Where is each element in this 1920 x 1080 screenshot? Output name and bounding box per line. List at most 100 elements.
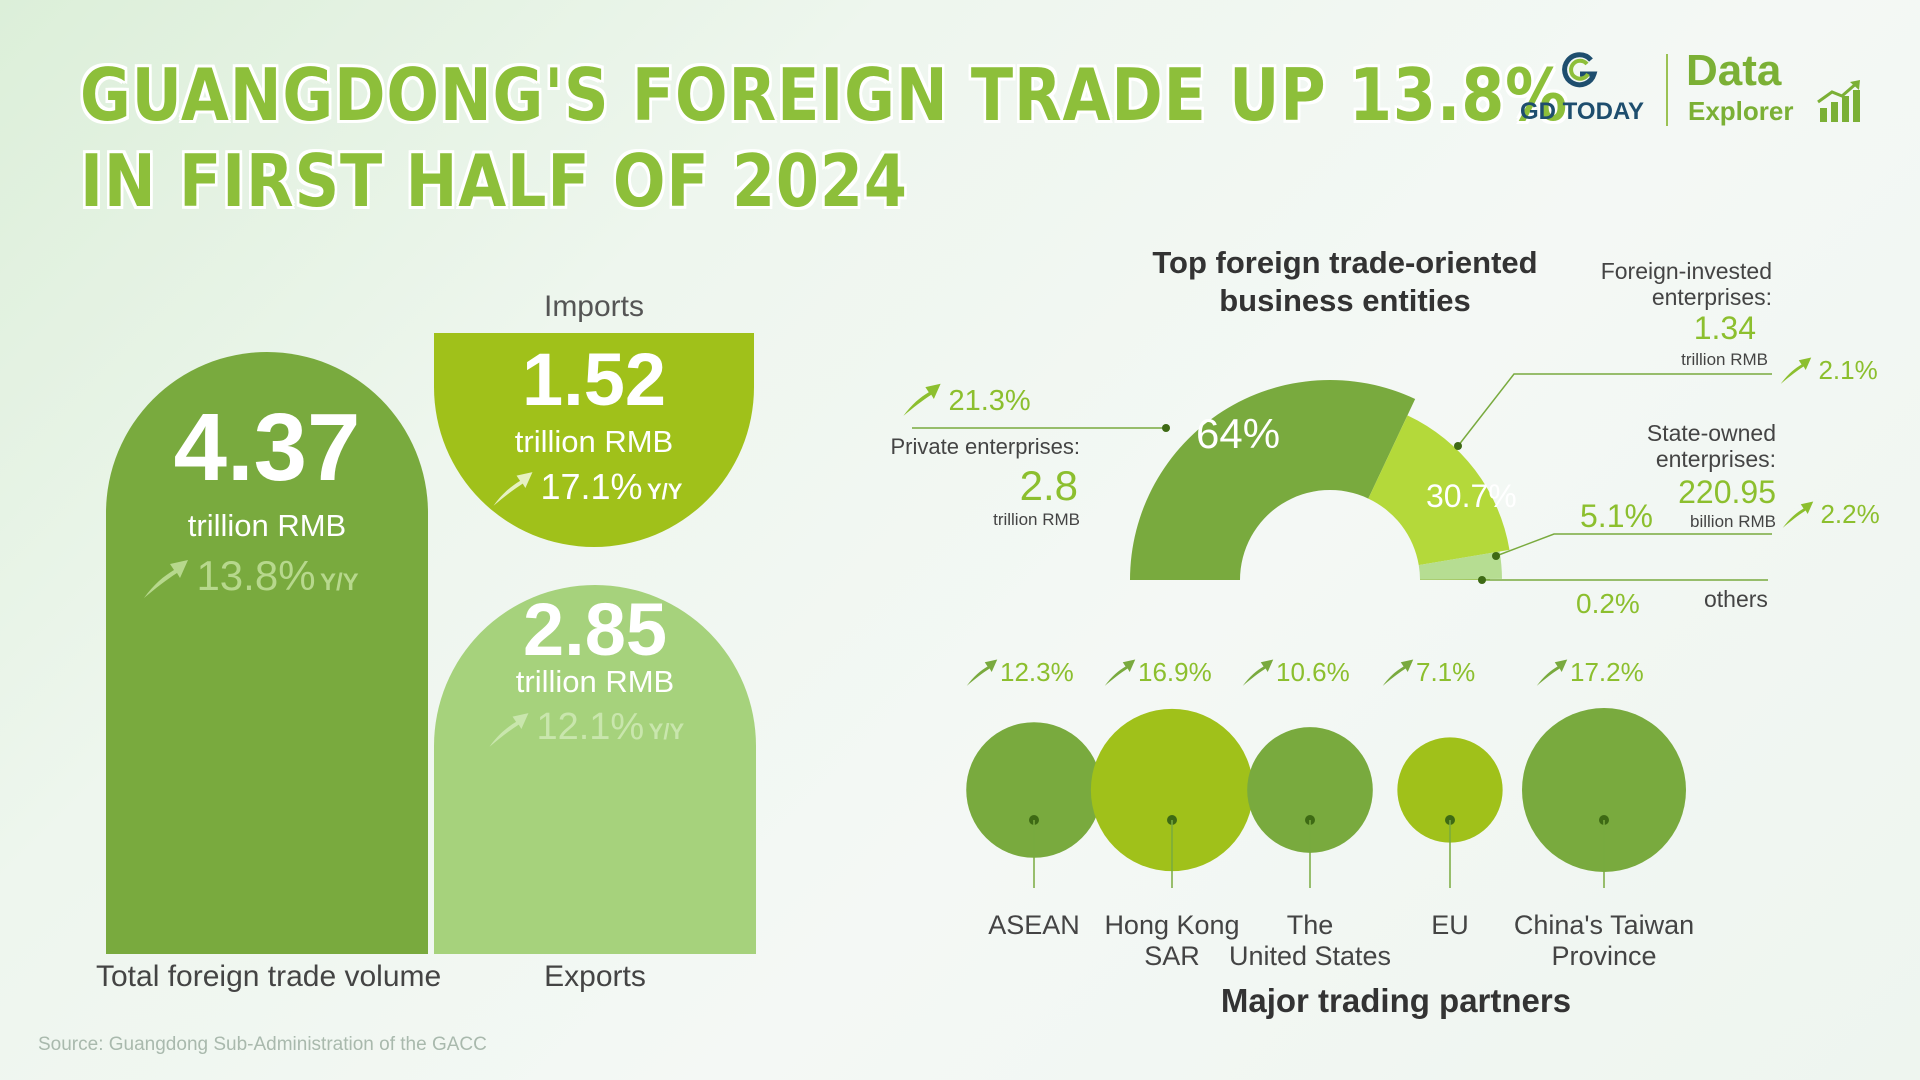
partner-name: The United States (1200, 910, 1420, 972)
up-arrow-icon (1382, 659, 1414, 686)
foreign-growth-value: 2.1% (1818, 355, 1878, 385)
total-trade-bar (106, 352, 428, 954)
foreign-value: 1.34 (1693, 310, 1756, 346)
source-note: Source: Guangdong Sub-Administration of … (38, 1034, 487, 1055)
state-label-line-2: enterprises: (1655, 446, 1776, 472)
partner-bubble (1522, 708, 1686, 872)
partner-growth: 16.9% (1102, 656, 1212, 688)
partner-name-line-1: The (1286, 910, 1334, 940)
total-growth-suffix: Y/Y (320, 569, 359, 596)
up-arrow-icon (903, 383, 941, 416)
partner-name: Hong Kong SAR (1062, 910, 1282, 972)
logo-product-bottom: Explorer (1688, 96, 1794, 126)
state-label: State-owned enterprises: (1500, 420, 1776, 472)
partner-name: ASEAN (924, 910, 1144, 941)
foreign-label-line-1: Foreign-invested (1600, 258, 1772, 284)
partner-name: China's Taiwan Province (1494, 910, 1714, 972)
partner-name: EU (1340, 910, 1560, 941)
donut-title-line-1: Top foreign trade-oriented (1152, 245, 1538, 280)
partner-growth: 12.3% (964, 656, 1074, 688)
foreign-label: Foreign-invested enterprises: (1500, 258, 1772, 310)
partner-bubble (1090, 708, 1254, 872)
donut-chart (1130, 380, 1510, 580)
imports-unit: trillion RMB (514, 424, 674, 459)
total-value: 4.37 (173, 394, 361, 501)
donut-slice (1418, 551, 1502, 580)
imports-label: Imports (543, 290, 645, 323)
up-arrow-icon (144, 560, 188, 598)
state-unit: billion RMB (1690, 512, 1776, 531)
foreign-label-line-2: enterprises: (1651, 284, 1772, 310)
partner-growth-value: 12.3% (1000, 657, 1074, 687)
private-unit: trillion RMB (993, 510, 1080, 529)
exports-unit: trillion RMB (515, 664, 675, 699)
logo-brand: GD TODAY (1520, 98, 1645, 125)
up-arrow-icon (966, 659, 998, 686)
state-label-line-1: State-owned (1646, 420, 1776, 446)
foreign-growth: 2.1% (1778, 354, 1878, 386)
partner-name-line-1: Hong Kong (1104, 910, 1240, 940)
others-share: 0.2% (1576, 588, 1640, 619)
partner-name-line-1: ASEAN (988, 910, 1080, 940)
bar-chart-icon (1817, 80, 1860, 122)
logo-product-top: Data (1686, 46, 1782, 95)
state-value: 220.95 (1678, 474, 1776, 510)
partner-growth-value: 7.1% (1416, 657, 1476, 687)
partner-name-line-2: SAR (1144, 941, 1200, 971)
total-growth-value: 13.8% (196, 552, 316, 599)
up-arrow-icon (1780, 357, 1812, 384)
exports-value: 2.85 (522, 588, 668, 671)
private-growth-value: 21.3% (948, 385, 1031, 417)
partner-name-line-2: United States (1228, 941, 1392, 971)
page-title: GUANGDONG'S FOREIGN TRADE UP 13.8% IN FI… (80, 52, 1568, 224)
exports-bar (434, 585, 756, 954)
imports-value: 1.52 (521, 338, 667, 421)
partner-name-line-1: China's Taiwan (1513, 910, 1695, 940)
up-arrow-icon (1104, 659, 1136, 686)
title-line-1: GUANGDONG'S FOREIGN TRADE UP 13.8% (80, 53, 1569, 137)
partner-growth-value: 17.2% (1570, 657, 1644, 687)
up-arrow-icon (1782, 501, 1814, 528)
slice-foreign-share: 30.7% (1426, 478, 1517, 514)
partners-bubble-chart (966, 708, 1686, 888)
state-growth: 2.2% (1780, 498, 1880, 530)
partner-growth-value: 16.9% (1138, 657, 1212, 687)
up-arrow-icon (489, 713, 529, 747)
partner-name-line-1: EU (1431, 910, 1469, 940)
imports-growth: 17.1% Y/Y (490, 466, 682, 508)
exports-growth: 12.1% Y/Y (486, 706, 684, 749)
title-line-2: IN FIRST HALF OF 2024 (80, 139, 908, 223)
donut-title: Top foreign trade-oriented business enti… (1140, 244, 1550, 320)
exports-label: Exports (544, 960, 646, 993)
donut-slice (1368, 415, 1510, 566)
imports-growth-suffix: Y/Y (646, 479, 683, 504)
partner-bubble (1397, 737, 1503, 843)
donut-title-line-2: business entities (1219, 283, 1471, 318)
private-growth: 21.3% (900, 380, 1031, 418)
partner-growth-value: 10.6% (1276, 657, 1350, 687)
state-growth-value: 2.2% (1820, 499, 1880, 529)
private-value: 2.8 (1019, 462, 1078, 509)
partner-growth: 10.6% (1240, 656, 1350, 688)
partners-title: Major trading partners (1220, 982, 1572, 1019)
donut-slice (1130, 380, 1416, 580)
total-unit: trillion RMB (187, 508, 347, 543)
gd-today-logo-icon (1562, 52, 1598, 88)
exports-growth-value: 12.1% (536, 706, 645, 748)
state-share: 5.1% (1580, 498, 1653, 534)
logo: GD TODAY Data Explorer (1520, 46, 1860, 130)
partner-name-line-2: Province (1551, 941, 1657, 971)
partner-bubble (1247, 727, 1373, 853)
private-label: Private enterprises: (890, 434, 1080, 459)
donut-slice (1419, 578, 1490, 580)
others-label: others (1704, 586, 1768, 612)
up-arrow-icon (1242, 659, 1274, 686)
partner-growth: 7.1% (1380, 656, 1475, 688)
up-arrow-icon (1536, 659, 1568, 686)
imports-growth-value: 17.1% (540, 466, 643, 507)
partner-bubble (966, 722, 1102, 858)
foreign-unit: trillion RMB (1681, 350, 1768, 369)
slice-private-share: 64% (1196, 410, 1281, 457)
up-arrow-icon (493, 472, 533, 506)
total-growth: 13.8% Y/Y (140, 552, 359, 600)
